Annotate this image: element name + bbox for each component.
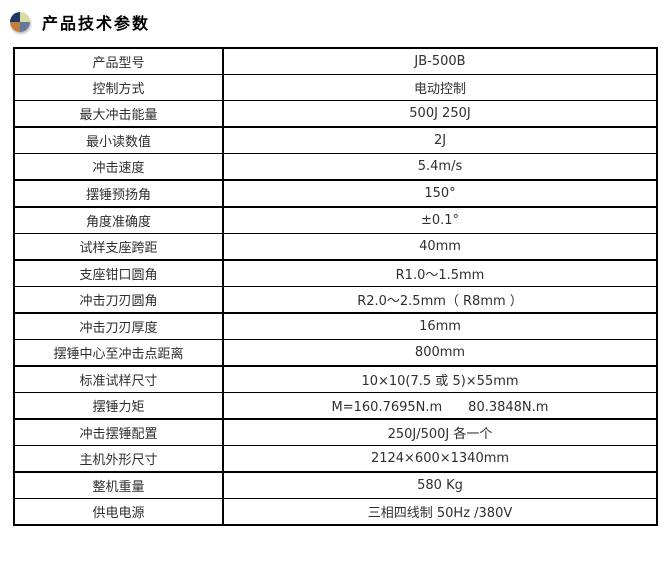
table-row: 冲击速度 5.4m/s: [14, 153, 657, 181]
param-value-cell: 150°: [223, 180, 657, 208]
param-label-cell: 整机重量: [14, 472, 224, 499]
param-label-cell: 摆锤预扬角: [14, 180, 224, 208]
param-value-cell: R2.0～2.5mm（ R8mm ）: [223, 286, 657, 314]
param-value-cell: 580 Kg: [223, 472, 657, 499]
param-value-cell: 电动控制: [223, 74, 657, 101]
param-label-cell: 摆锤力矩: [14, 392, 224, 420]
table-row: 控制方式 电动控制: [14, 74, 657, 101]
param-label-cell: 试样支座跨距: [14, 233, 224, 261]
param-value-cell: M=160.7695N.m 80.3848N.m: [223, 392, 657, 420]
table-row: 摆锤中心至冲击点距离 800mm: [14, 339, 657, 367]
param-label-cell: 标准试样尺寸: [14, 366, 224, 393]
param-value-cell: 2J: [223, 127, 657, 154]
param-label-cell: 摆锤中心至冲击点距离: [14, 339, 224, 367]
param-value-cell: 250J/500J 各一个: [223, 419, 657, 446]
pie-chart-icon: [10, 12, 30, 32]
table-row: 支座钳口圆角 R1.0～1.5mm: [14, 260, 657, 287]
param-value-cell: 500J 250J: [223, 100, 657, 128]
table-row: 冲击刀刃圆角 R2.0～2.5mm（ R8mm ）: [14, 286, 657, 314]
param-label-cell: 冲击速度: [14, 153, 224, 181]
param-label-cell: 冲击摆锤配置: [14, 419, 224, 446]
param-value-cell: 三相四线制 50Hz /380V: [367, 506, 513, 521]
table-row: 最大冲击能量 500J 250J: [14, 100, 657, 128]
table-row: 试样支座跨距 40mm: [14, 233, 657, 261]
param-label-cell: 最大冲击能量: [14, 100, 224, 128]
table-row: 冲击刀刃厚度 16mm: [14, 313, 657, 340]
param-value-cell: 16mm: [223, 313, 657, 340]
table-row: 产品型号 JB-500B: [14, 48, 657, 75]
page-header: 产品技术参数: [0, 0, 670, 37]
table-row: 标准试样尺寸 10×10(7.5 或 5)×55mm: [14, 366, 657, 393]
param-value-cell: ±0.1°: [223, 207, 657, 234]
param-value-cell: 10×10(7.5 或 5)×55mm: [223, 366, 657, 393]
table-row: 冲击摆锤配置 250J/500J 各一个: [14, 419, 657, 446]
param-label-cell: 控制方式: [14, 74, 224, 101]
param-value-cell: 5.4m/s: [223, 153, 657, 181]
param-label-cell: 主机外形尺寸: [14, 445, 224, 473]
param-label-cell: 角度准确度: [14, 207, 224, 234]
param-value-cell: JB-500B: [223, 48, 657, 75]
param-label-cell: 产品型号: [14, 48, 224, 75]
page-title: 产品技术参数: [42, 14, 151, 33]
param-label-cell: 供电电源: [14, 498, 224, 525]
table-row: 摆锤预扬角 150°: [14, 180, 657, 208]
table-row: 角度准确度 ±0.1°: [14, 207, 657, 234]
params-table-body: 产品型号 JB-500B 控制方式 电动控制 最大冲击能量 500J 250J 最小读数值 2…: [14, 48, 657, 525]
table-row: 主机外形尺寸 2124×600×1340mm: [14, 445, 657, 473]
param-value-cell: 800mm: [223, 339, 657, 367]
param-label-cell: 冲击刀刃厚度: [14, 313, 224, 340]
params-table: 产品型号 JB-500B 控制方式 电动控制 最大冲击能量 500J 250J 最小读数值 2…: [13, 47, 658, 526]
param-label-cell: 最小读数值: [14, 127, 224, 154]
param-value-cell: 40mm: [223, 233, 657, 261]
param-label-cell: 支座钳口圆角: [14, 260, 224, 287]
table-row: 摆锤力矩 M=160.7695N.m 80.3848N.m: [14, 392, 657, 420]
table-row: 整机重量 580 Kg: [14, 472, 657, 499]
table-row: 供电电源 三相四线制 50Hz /380V: [14, 498, 657, 525]
table-row: 最小读数值 2J: [14, 127, 657, 154]
param-value-cell: R1.0～1.5mm: [223, 260, 657, 287]
param-label-cell: 冲击刀刃圆角: [14, 286, 224, 314]
param-value-cell: 2124×600×1340mm: [223, 445, 657, 473]
